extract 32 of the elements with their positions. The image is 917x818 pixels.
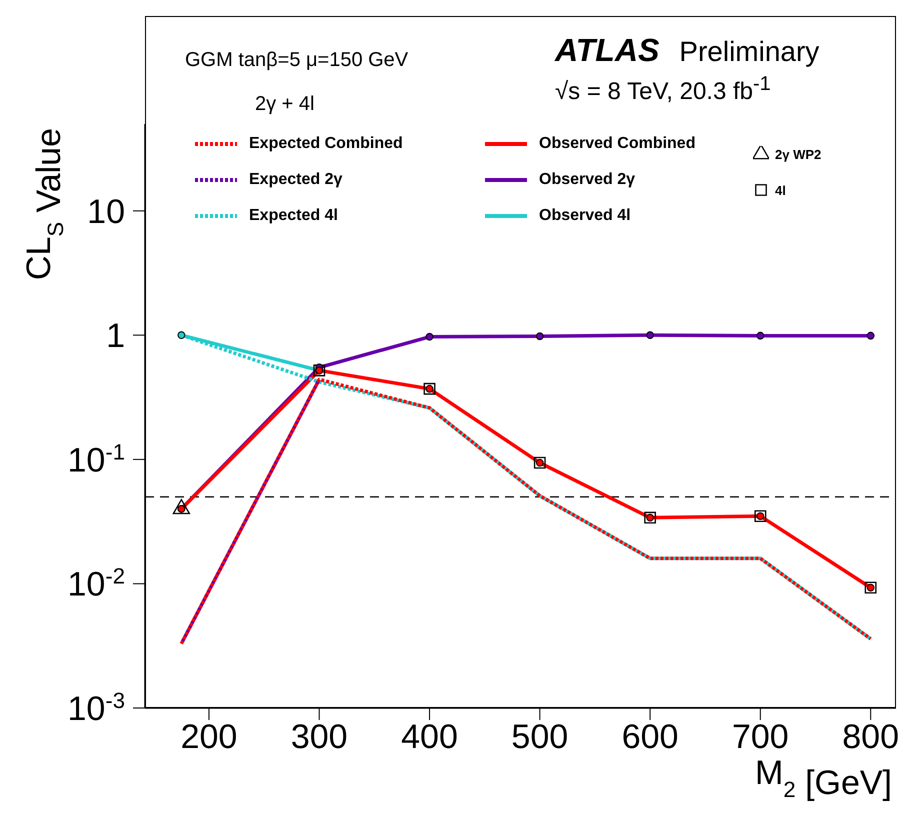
point	[756, 332, 764, 340]
legend-label: Expected 2γ	[249, 171, 342, 189]
x-axis-title: M$_{2}$ [GeV]	[755, 754, 892, 802]
legend-label: Expected 4l	[249, 207, 338, 225]
legend-label: Observed 4l	[539, 207, 631, 225]
y-tick-label: 10$^{-3}$	[68, 688, 125, 728]
y-tick-label: 10	[87, 192, 125, 231]
x-tick-label: 500	[511, 718, 568, 756]
point	[426, 332, 434, 341]
text: √s = 8 TeV, 20.3 fb$^{-1}$	[555, 73, 772, 106]
legend-label: Observed 2γ	[539, 171, 636, 189]
text: ATLAS Preliminary	[555, 32, 820, 68]
legend-label: Expected Combined	[249, 135, 403, 153]
line-series	[180, 378, 872, 646]
x-tick-label: 400	[401, 718, 458, 756]
point	[536, 332, 544, 340]
x-tick-label: 600	[622, 718, 678, 756]
x-tick-label: 700	[732, 718, 789, 756]
text: 2γ + 4l	[254, 92, 316, 117]
legend-label: 4l	[775, 182, 786, 198]
y-tick-label: 1	[106, 317, 125, 356]
text: GGM tanβ=5 μ=150 GeV	[185, 48, 408, 73]
x-tick-label: 800	[842, 718, 900, 756]
point	[646, 331, 654, 340]
y-tick-label: 10$^{-2}$	[68, 563, 125, 604]
point	[866, 332, 875, 340]
point	[178, 331, 186, 340]
legend-label: 2γ WP2	[775, 146, 822, 162]
legend-label: Observed Combined	[539, 135, 696, 153]
y-tick-label: 10$^{-1}$	[68, 438, 125, 480]
x-tick-label: 200	[180, 718, 238, 756]
x-tick-label: 300	[290, 718, 348, 756]
